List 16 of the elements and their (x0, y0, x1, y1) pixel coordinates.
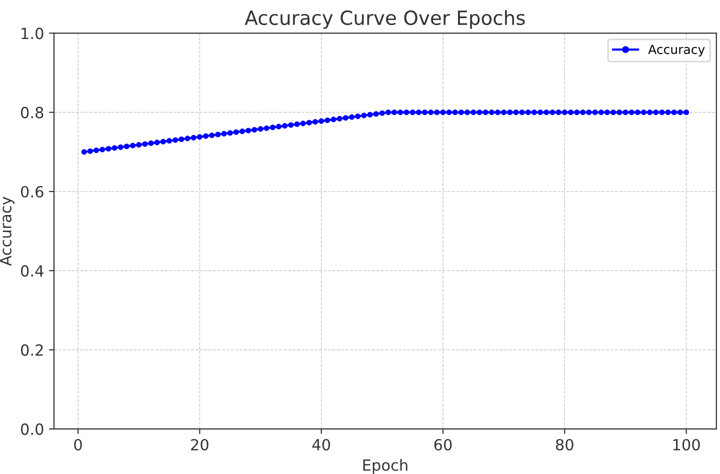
legend-label: Accuracy (648, 44, 705, 57)
y-tick-label: 0.0 (20, 423, 44, 435)
y-tick-label: 0.2 (20, 344, 43, 356)
x-axis-title: Epoch (363, 459, 408, 474)
y-tick-label: 0.4 (20, 265, 44, 277)
x-tick-label: 60 (434, 438, 452, 451)
x-tick-label: 0 (74, 438, 82, 451)
x-tick-label: 40 (312, 438, 330, 451)
y-tick-label: 0.8 (20, 106, 44, 118)
y-axis-title: Accuracy (0, 196, 14, 266)
y-tick-label: 0.6 (20, 186, 44, 198)
x-tick-label: 100 (673, 438, 700, 451)
x-tick-label: 80 (556, 438, 574, 451)
y-tick-label: 1.0 (22, 28, 44, 40)
x-tick-label: 20 (191, 438, 208, 451)
chart-title: Accuracy Curve Over Epochs (244, 10, 525, 29)
